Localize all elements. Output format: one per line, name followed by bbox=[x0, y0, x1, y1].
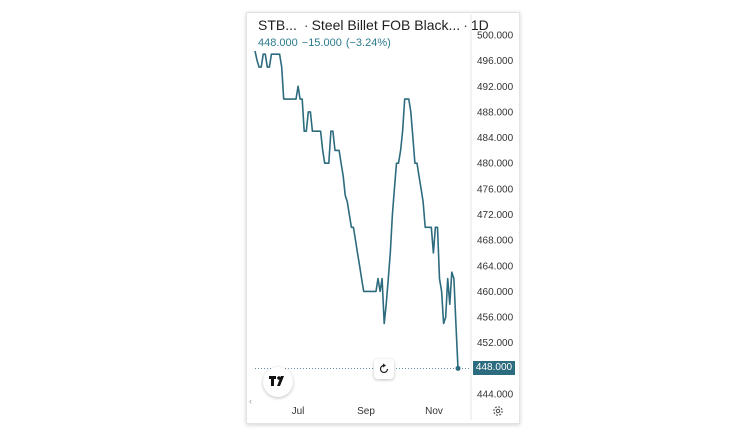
instrument-title: Steel Billet FOB Black... bbox=[311, 17, 461, 33]
series-line bbox=[254, 50, 459, 369]
tradingview-logo-icon[interactable] bbox=[263, 367, 293, 397]
reset-icon bbox=[379, 363, 389, 374]
y-tick-label: 480.000 bbox=[477, 159, 514, 170]
y-tick-label: 456.000 bbox=[477, 313, 514, 324]
y-tick-label: 484.000 bbox=[477, 133, 514, 144]
y-tick-label: 492.000 bbox=[477, 82, 514, 93]
current-price: 448.000 bbox=[258, 37, 298, 49]
chart-card bbox=[246, 12, 520, 424]
price-change-percent: (−3.24%) bbox=[345, 37, 391, 49]
last-point-marker bbox=[455, 365, 461, 371]
price-change-line: 448.000 −15.000 (−3.24%) bbox=[258, 37, 395, 49]
reset-chart-button[interactable] bbox=[374, 359, 394, 379]
x-axis: Jul Sep Nov bbox=[292, 406, 443, 417]
settings-gear-icon[interactable] bbox=[491, 404, 505, 418]
y-tick-label: 464.000 bbox=[477, 261, 514, 272]
separator: · bbox=[303, 17, 309, 33]
x-tick-label: Nov bbox=[425, 406, 443, 417]
chart-header: STB... · Steel Billet FOB Black... · 1D bbox=[258, 17, 489, 33]
last-price-tag: 448.000 bbox=[473, 361, 515, 375]
y-tick-label: 468.000 bbox=[477, 236, 514, 247]
y-tick-label: 452.000 bbox=[477, 338, 514, 349]
y-tick-label: 496.000 bbox=[477, 56, 514, 67]
chart-marks bbox=[254, 50, 471, 371]
y-axis: 500.000 496.000 492.000 488.000 484.000 480.0… bbox=[477, 31, 514, 401]
y-tick-label: 488.000 bbox=[477, 107, 514, 118]
interval-label[interactable]: 1D bbox=[470, 17, 489, 33]
x-tick-label: Sep bbox=[357, 406, 375, 417]
chevron-left-icon[interactable]: ‹ bbox=[249, 396, 252, 406]
x-tick-label: Jul bbox=[292, 406, 305, 417]
y-tick-label: 476.000 bbox=[477, 184, 514, 195]
y-tick-label: 460.000 bbox=[477, 287, 514, 298]
separator: · bbox=[463, 17, 468, 33]
y-tick-label: 472.000 bbox=[477, 210, 514, 221]
price-change: −15.000 bbox=[301, 37, 342, 49]
symbol-label[interactable]: STB... bbox=[258, 17, 297, 33]
y-tick-label: 444.000 bbox=[477, 390, 514, 401]
y-tick-label: 500.000 bbox=[477, 31, 514, 42]
